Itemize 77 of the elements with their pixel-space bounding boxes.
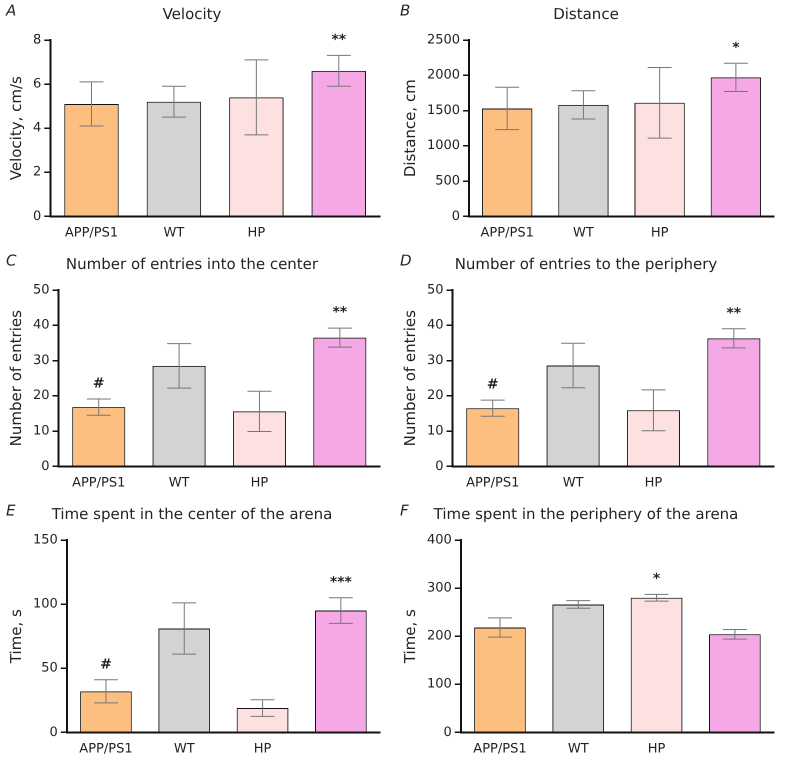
y-tick-label: 6 [32, 76, 42, 92]
chart-title: Number of entries into the center [66, 254, 319, 273]
y-tick-label: 40 [426, 318, 444, 333]
data-label: ** [332, 304, 348, 321]
y-tick-label: 30 [32, 352, 50, 368]
data-label: * [652, 570, 661, 587]
x-tick-label: HP [644, 476, 662, 491]
x-tick-label: HP [248, 226, 266, 241]
data-label: # [100, 656, 112, 672]
y-tick-label: 100 [32, 596, 58, 612]
x-tick-label: HP [250, 476, 268, 491]
y-tick-label: 2500 [426, 32, 460, 48]
text: F [400, 501, 409, 520]
data-label: *** [330, 574, 353, 590]
y-tick-label: 50 [41, 660, 58, 676]
x-tick-label: HP [648, 742, 666, 757]
y-tick-label: 20 [426, 388, 444, 404]
x-tick-label: HP [650, 226, 669, 241]
chart-title: Velocity [162, 4, 222, 23]
chart-title: Time spent in the periphery of the arena [432, 504, 738, 523]
y-tick-label: 100 [426, 676, 452, 692]
y-tick-label: 1500 [426, 102, 460, 118]
x-tick-label: WT [562, 476, 584, 491]
x-tick-label: WT [573, 226, 594, 241]
y-tick-label: 50 [32, 282, 50, 298]
y-tick-label: 500 [435, 173, 460, 188]
x-tick-label: APP/PS1 [466, 476, 520, 491]
y-axis-title: Time, s [400, 608, 419, 664]
x-tick-label: APP/PS1 [72, 476, 126, 491]
y-axis-title: Velocity, cm/s [6, 76, 25, 180]
data-label: ** [331, 32, 347, 48]
y-tick-label: 20 [32, 388, 50, 404]
x-tick-label: APP/PS1 [64, 226, 118, 241]
x-tick-label: APP/PS1 [473, 742, 527, 757]
x-tick-label: APP/PS1 [480, 226, 534, 241]
y-tick-label: 30 [426, 352, 444, 368]
x-tick-label: HP [254, 742, 272, 757]
y-tick-label: 8 [32, 32, 42, 48]
x-tick-label: WT [164, 226, 184, 241]
x-tick-label: WT [168, 476, 190, 491]
y-tick-label: 50 [426, 282, 444, 298]
chart-title: Distance [553, 4, 619, 23]
y-axis-title: Time, s [6, 608, 25, 664]
data-label: * [732, 40, 740, 56]
text: E [6, 501, 16, 520]
y-tick-label: 0 [435, 458, 444, 474]
y-axis-title: Distance, cm [400, 79, 419, 178]
y-tick-label: 2000 [426, 68, 460, 83]
data-label: # [92, 376, 105, 392]
text: A [5, 1, 16, 20]
text: B [400, 1, 410, 20]
y-tick-label: 0 [50, 724, 58, 740]
y-axis-title: Number of entries [400, 310, 419, 446]
y-axis-title: Number of entries [6, 310, 25, 446]
text: D [400, 251, 412, 270]
y-tick-label: 10 [426, 423, 444, 438]
x-tick-label: APP/PS1 [79, 742, 133, 757]
x-tick-label: WT [174, 742, 195, 757]
x-tick-label: WT [568, 742, 589, 757]
y-tick-label: 200 [426, 628, 452, 644]
y-tick-label: 0 [32, 208, 42, 224]
y-tick-label: 150 [32, 532, 58, 548]
chart-title: Time spent in the center of the arena [50, 504, 332, 523]
y-tick-label: 0 [452, 208, 460, 224]
y-tick-label: 0 [41, 458, 50, 474]
y-tick-label: 10 [32, 423, 50, 438]
y-tick-label: 4 [32, 120, 42, 136]
data-label: ** [726, 305, 742, 322]
y-tick-label: 400 [426, 532, 452, 548]
y-tick-label: 0 [444, 724, 452, 740]
chart-title: Number of entries to the periphery [454, 254, 718, 273]
y-tick-label: 2 [32, 164, 42, 180]
text: C [6, 251, 17, 270]
data-label: # [486, 376, 499, 393]
y-tick-label: 300 [426, 580, 452, 596]
y-tick-label: 1000 [426, 138, 460, 154]
y-tick-label: 40 [32, 318, 50, 333]
